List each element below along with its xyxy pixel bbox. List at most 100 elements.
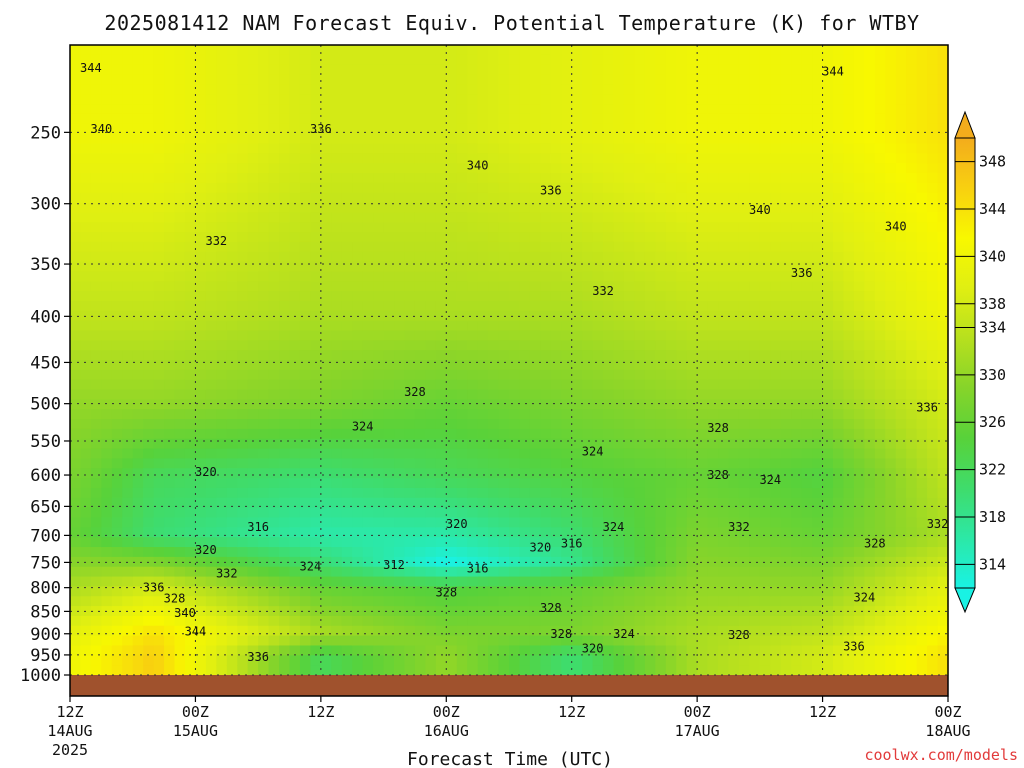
heatmap-cell bbox=[665, 586, 677, 597]
heatmap-cell bbox=[362, 54, 374, 66]
heatmap-cell bbox=[738, 507, 750, 519]
heatmap-cell bbox=[770, 428, 782, 440]
heatmap-cell bbox=[780, 537, 792, 548]
heatmap-cell bbox=[122, 448, 134, 460]
heatmap-cell bbox=[540, 487, 552, 499]
heatmap-cell bbox=[749, 497, 761, 509]
heatmap-cell bbox=[665, 507, 677, 519]
heatmap-cell bbox=[749, 330, 761, 341]
heatmap-cell bbox=[686, 635, 698, 647]
heatmap-cell bbox=[299, 330, 311, 341]
heatmap-cell bbox=[676, 497, 688, 509]
heatmap-cell bbox=[697, 330, 709, 341]
heatmap-cell bbox=[874, 271, 886, 282]
heatmap-cell bbox=[853, 566, 865, 578]
heatmap-cell bbox=[676, 409, 688, 420]
heatmap-cell bbox=[686, 281, 698, 292]
heatmap-cell bbox=[279, 212, 291, 223]
heatmap-cell bbox=[80, 64, 92, 76]
heatmap-cell bbox=[164, 399, 176, 410]
heatmap-cell bbox=[237, 369, 249, 381]
heatmap-cell bbox=[613, 566, 625, 578]
heatmap-cell bbox=[383, 428, 395, 440]
heatmap-cell bbox=[812, 360, 824, 371]
heatmap-cell bbox=[864, 428, 876, 440]
heatmap-cell bbox=[184, 64, 197, 76]
heatmap-cell bbox=[446, 212, 458, 223]
heatmap-cell bbox=[111, 64, 123, 76]
heatmap-cell bbox=[404, 399, 416, 410]
heatmap-cell bbox=[289, 163, 301, 174]
heatmap-cell bbox=[153, 340, 165, 351]
heatmap-cell bbox=[738, 537, 750, 548]
heatmap-cell bbox=[341, 251, 353, 263]
heatmap-cell bbox=[613, 340, 625, 351]
heatmap-cell bbox=[101, 232, 113, 243]
heatmap-cell bbox=[634, 625, 646, 637]
heatmap-cell bbox=[174, 379, 186, 391]
heatmap-cell bbox=[582, 507, 594, 519]
heatmap-cell bbox=[174, 389, 186, 400]
heatmap-cell bbox=[676, 586, 688, 597]
heatmap-cell bbox=[603, 606, 615, 617]
heatmap-cell bbox=[352, 94, 364, 105]
heatmap-cell bbox=[394, 212, 406, 223]
heatmap-cell bbox=[425, 300, 437, 312]
heatmap-cell bbox=[467, 94, 479, 105]
heatmap-cell bbox=[707, 655, 719, 666]
heatmap-cell bbox=[226, 369, 238, 381]
heatmap-cell bbox=[728, 172, 740, 184]
heatmap-cell bbox=[509, 478, 521, 489]
heatmap-cell bbox=[226, 576, 238, 587]
heatmap-cell bbox=[791, 241, 803, 253]
heatmap-cell bbox=[519, 291, 531, 302]
heatmap-cell bbox=[70, 448, 82, 460]
heatmap-cell bbox=[582, 615, 594, 627]
heatmap-cell bbox=[299, 94, 311, 105]
heatmap-cell bbox=[111, 182, 123, 194]
heatmap-cell bbox=[488, 232, 500, 243]
heatmap-cell bbox=[885, 54, 897, 66]
heatmap-cell bbox=[592, 123, 604, 135]
heatmap-cell bbox=[571, 212, 583, 223]
heatmap-cell bbox=[780, 487, 792, 499]
heatmap-cell bbox=[874, 172, 886, 184]
heatmap-cell bbox=[467, 182, 479, 194]
heatmap-cell bbox=[132, 212, 144, 223]
heatmap-cell bbox=[164, 64, 176, 76]
heatmap-cell bbox=[70, 232, 82, 243]
heatmap-cell bbox=[770, 409, 782, 420]
heatmap-cell bbox=[467, 300, 479, 312]
heatmap-cell bbox=[529, 84, 541, 95]
heatmap-cell bbox=[592, 241, 604, 253]
heatmap-cell bbox=[592, 133, 604, 145]
heatmap-cell bbox=[874, 547, 886, 558]
heatmap-cell bbox=[718, 625, 730, 637]
heatmap-cell bbox=[665, 123, 677, 135]
heatmap-cell bbox=[143, 586, 155, 597]
heatmap-cell bbox=[843, 300, 855, 312]
heatmap-cell bbox=[258, 497, 270, 509]
heatmap-cell bbox=[509, 428, 521, 440]
heatmap-cell bbox=[833, 54, 845, 66]
heatmap-cell bbox=[613, 153, 625, 164]
heatmap-cell bbox=[331, 458, 343, 469]
heatmap-cell bbox=[529, 419, 541, 430]
heatmap-cell bbox=[143, 438, 155, 450]
heatmap-cell bbox=[101, 537, 113, 548]
heatmap-cell bbox=[780, 468, 792, 479]
heatmap-cell bbox=[592, 360, 604, 371]
heatmap-cell bbox=[864, 261, 876, 272]
heatmap-cell bbox=[143, 45, 155, 56]
heatmap-cell bbox=[707, 497, 719, 509]
heatmap-cell bbox=[634, 271, 646, 282]
heatmap-cell bbox=[801, 320, 813, 332]
heatmap-cell bbox=[164, 369, 176, 381]
heatmap-cell bbox=[519, 369, 531, 381]
heatmap-cell bbox=[561, 448, 573, 460]
heatmap-cell bbox=[394, 369, 406, 381]
heatmap-cell bbox=[310, 94, 322, 105]
heatmap-cell bbox=[738, 438, 750, 450]
heatmap-cell bbox=[686, 45, 698, 56]
heatmap-cell bbox=[540, 251, 552, 263]
